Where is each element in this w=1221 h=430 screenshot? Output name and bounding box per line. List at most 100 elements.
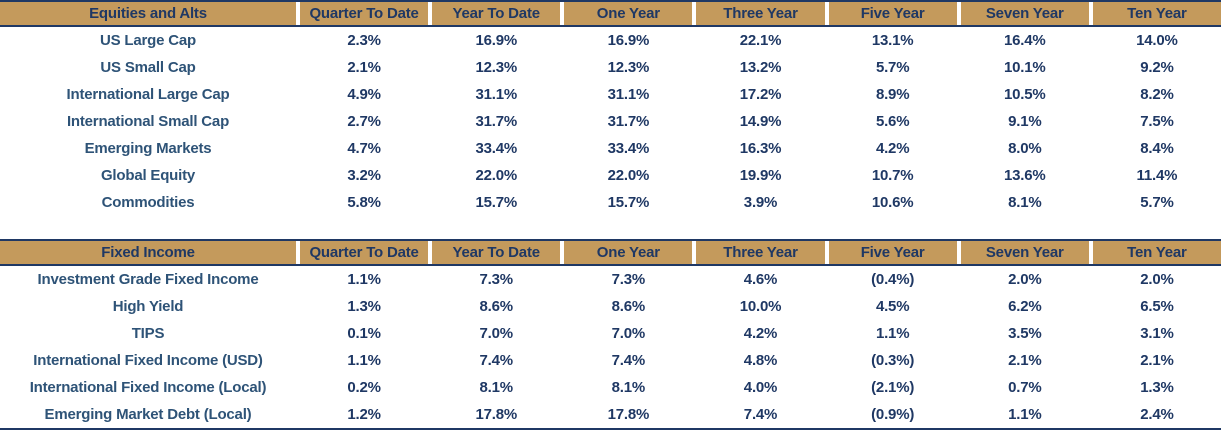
value-cell: 17.2% xyxy=(739,86,782,103)
value-cell: 33.4% xyxy=(475,140,517,157)
value-cell: 16.9% xyxy=(607,32,650,49)
value-cell: 1.3% xyxy=(1140,379,1174,396)
value-cell: 2.0% xyxy=(1008,271,1042,288)
value-cell: 8.1% xyxy=(479,379,514,396)
value-cell: 12.3% xyxy=(475,59,517,76)
value-cell: (2.1%) xyxy=(871,379,915,396)
value-cell: 14.0% xyxy=(1136,32,1178,49)
table-row: International Small Cap 2.7% 31.7% 31.7% 14.… xyxy=(0,108,1221,135)
value-cell: 13.1% xyxy=(871,32,914,49)
value-cell: 8.6% xyxy=(611,298,646,315)
value-cell: 8.1% xyxy=(1008,194,1042,211)
table-header-row: Fixed Income Quarter To Date Year To Date… xyxy=(0,241,1221,266)
table-row: US Large Cap 2.3% 16.9% 16.9% 22.1% 13.1% 16.4… xyxy=(0,27,1221,54)
value-cell: 7.3% xyxy=(611,271,646,288)
value-cell: 8.1% xyxy=(611,379,646,396)
table-row: Global Equity 3.2% 22.0% 22.0% 19.9% 10.7% 13.… xyxy=(0,162,1221,189)
table-row: International Fixed Income (Local) 0.2% 8.… xyxy=(0,374,1221,401)
value-cell: 17.8% xyxy=(475,406,517,423)
value-cell: 8.9% xyxy=(875,86,910,103)
value-cell: 2.4% xyxy=(1140,406,1174,423)
value-cell: 0.7% xyxy=(1008,379,1042,396)
value-cell: 7.4% xyxy=(611,352,646,369)
table-row: Commodities 5.8% 15.7% 15.7% 3.9% 10.6% 8.1% 5.… xyxy=(0,189,1221,216)
table-title: Equities and Alts xyxy=(0,2,296,25)
value-cell: 4.9% xyxy=(347,86,381,103)
table-body: Investment Grade Fixed Income 1.1% 7.3% 7.3… xyxy=(0,266,1221,428)
column-header: Three Year xyxy=(696,2,825,25)
value-cell: 12.3% xyxy=(607,59,650,76)
value-cell: 4.2% xyxy=(875,140,910,157)
value-cell: 1.3% xyxy=(347,298,381,315)
value-cell: 8.4% xyxy=(1140,140,1174,157)
value-cell: 3.5% xyxy=(1008,325,1042,342)
table-row: Emerging Market Debt (Local) 1.2% 17.8% 17.… xyxy=(0,401,1221,428)
value-cell: 4.7% xyxy=(347,140,381,157)
row-label: International Fixed Income (USD) xyxy=(33,352,263,369)
row-label: Global Equity xyxy=(100,167,196,184)
value-cell: 31.1% xyxy=(475,86,517,103)
value-cell: 9.2% xyxy=(1140,59,1174,76)
value-cell: 7.4% xyxy=(479,352,514,369)
column-header: Year To Date xyxy=(432,2,561,25)
value-cell: 16.3% xyxy=(739,140,782,157)
table-header-row: Equities and Alts Quarter To Date Year To… xyxy=(0,2,1221,27)
row-label: High Yield xyxy=(112,298,184,315)
value-cell: 1.1% xyxy=(1008,406,1042,423)
performance-table-fixed-income: Fixed Income Quarter To Date Year To Date… xyxy=(0,239,1221,430)
row-label: US Small Cap xyxy=(100,59,196,76)
value-cell: 22.1% xyxy=(739,32,782,49)
table-row: US Small Cap 2.1% 12.3% 12.3% 13.2% 5.7% 10.1%… xyxy=(0,54,1221,81)
value-cell: 31.7% xyxy=(475,113,517,130)
value-cell: 22.0% xyxy=(475,167,517,184)
row-label: Emerging Markets xyxy=(84,140,212,157)
value-cell: 1.2% xyxy=(347,406,381,423)
value-cell: 3.1% xyxy=(1140,325,1174,342)
value-cell: 1.1% xyxy=(347,271,381,288)
value-cell: 16.9% xyxy=(475,32,517,49)
value-cell: 13.6% xyxy=(1004,167,1046,184)
value-cell: 5.7% xyxy=(1140,194,1174,211)
value-cell: 10.5% xyxy=(1004,86,1046,103)
value-cell: 8.0% xyxy=(1008,140,1042,157)
value-cell: 3.2% xyxy=(347,167,381,184)
value-cell: 1.1% xyxy=(347,352,381,369)
value-cell: 7.3% xyxy=(479,271,514,288)
table-row: TIPS 0.1% 7.0% 7.0% 4.2% 1.1% 3.5% 3.1% xyxy=(0,320,1221,347)
value-cell: 6.2% xyxy=(1008,298,1042,315)
value-cell: 4.5% xyxy=(875,298,910,315)
column-header: Quarter To Date xyxy=(300,241,429,264)
table-gap xyxy=(0,216,1221,239)
value-cell: 5.8% xyxy=(347,194,381,211)
column-header: One Year xyxy=(564,241,693,264)
column-header: Five Year xyxy=(828,2,957,25)
value-cell: 8.2% xyxy=(1140,86,1174,103)
column-header: Year To Date xyxy=(432,241,561,264)
value-cell: 22.0% xyxy=(607,167,650,184)
value-cell: 4.8% xyxy=(743,352,778,369)
value-cell: 10.7% xyxy=(871,167,914,184)
value-cell: 5.7% xyxy=(875,59,910,76)
value-cell: 2.0% xyxy=(1140,271,1174,288)
value-cell: 4.0% xyxy=(743,379,778,396)
value-cell: 3.9% xyxy=(743,194,778,211)
value-cell: 15.7% xyxy=(607,194,650,211)
value-cell: 7.0% xyxy=(479,325,514,342)
value-cell: 6.5% xyxy=(1140,298,1174,315)
value-cell: 2.3% xyxy=(347,32,381,49)
value-cell: 7.5% xyxy=(1140,113,1174,130)
table-title: Fixed Income xyxy=(0,241,296,264)
value-cell: 0.2% xyxy=(347,379,381,396)
row-label: US Large Cap xyxy=(100,32,196,49)
column-header: Three Year xyxy=(696,241,825,264)
table-row: Investment Grade Fixed Income 1.1% 7.3% 7.3… xyxy=(0,266,1221,293)
value-cell: 16.4% xyxy=(1004,32,1046,49)
column-header: Quarter To Date xyxy=(300,2,429,25)
column-header: Ten Year xyxy=(1092,241,1221,264)
value-cell: 7.4% xyxy=(743,406,778,423)
value-cell: 0.1% xyxy=(347,325,381,342)
row-label: Investment Grade Fixed Income xyxy=(37,271,259,288)
table-row: International Large Cap 4.9% 31.1% 31.1% 17.… xyxy=(0,81,1221,108)
row-label: International Fixed Income (Local) xyxy=(29,379,267,396)
value-cell: 2.1% xyxy=(1140,352,1174,369)
